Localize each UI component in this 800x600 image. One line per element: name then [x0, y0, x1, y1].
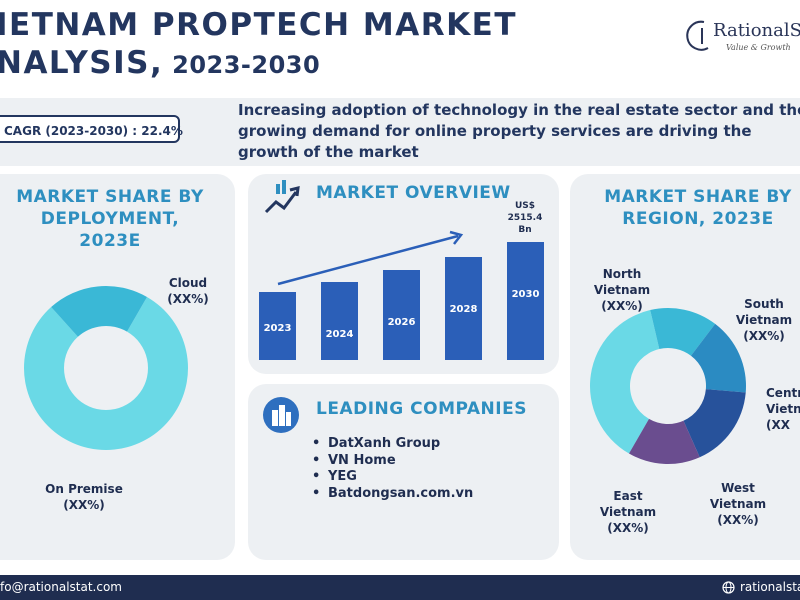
deployment-title: MARKET SHARE BY DEPLOYMENT, 2023E	[12, 186, 208, 252]
company-item: YEG	[308, 469, 473, 486]
region-donut-chart	[590, 308, 746, 464]
central-name-1: Centr	[766, 386, 800, 400]
central-label: Centr Vietna (XX	[766, 385, 800, 433]
region-title: MARKET SHARE BY REGION, 2023E	[596, 186, 800, 230]
bar-label-2028: 2028	[450, 304, 478, 315]
bar-label-2024: 2024	[326, 329, 354, 340]
footer-website-link[interactable]: rationalstat.com	[740, 580, 800, 594]
north-name-1: North	[602, 267, 642, 281]
trend-arrow-head	[449, 230, 464, 245]
south-label: South Vietnam (XX%)	[734, 296, 794, 344]
market-driver-text: Increasing adoption of technology in the…	[238, 101, 800, 161]
overview-title: MARKET OVERVIEW	[316, 183, 511, 203]
cloud-label: Cloud (XX%)	[160, 275, 216, 307]
bar-2023	[259, 292, 296, 360]
title-analysis: NALYSIS,	[0, 45, 164, 81]
west-value: (XX%)	[717, 513, 759, 527]
slice-west-vietnam	[683, 389, 746, 458]
company-item: DatXanh Group	[308, 436, 473, 453]
title-line-1: IETNAM PROPTECH MARKET	[0, 7, 517, 43]
central-name-2: Vietna	[766, 402, 800, 416]
footer-bar	[0, 575, 800, 600]
south-value: (XX%)	[743, 329, 785, 343]
deployment-title-line-1: MARKET SHARE BY	[16, 187, 204, 207]
north-name-2: Vietnam	[593, 283, 651, 297]
east-label: East Vietnam (XX%)	[598, 488, 658, 536]
slice-south-vietnam	[650, 308, 716, 356]
slice-central-vietnam	[690, 323, 746, 393]
east-value: (XX%)	[607, 521, 649, 535]
premise-label: On Premise (XX%)	[36, 481, 132, 513]
north-label: North Vietnam (XX%)	[592, 266, 652, 314]
slice-on-premise	[51, 286, 148, 337]
title-years: 2023-2030	[163, 51, 321, 79]
bar-2024	[321, 282, 358, 360]
companies-title: LEADING COMPANIES	[316, 399, 527, 419]
east-name-1: East	[613, 489, 643, 503]
company-item: VN Home	[308, 453, 473, 470]
east-name-2: Vietnam	[599, 505, 657, 519]
slice-cloud	[24, 296, 189, 450]
premise-value: (XX%)	[63, 498, 105, 512]
buildings-icon	[263, 397, 299, 433]
cloud-value: (XX%)	[167, 292, 209, 306]
bar-label-2030: 2030	[512, 289, 540, 300]
company-item: Batdongsan.com.vn	[308, 486, 473, 503]
cagr-badge: CAGR (2023-2030) : 22.4%	[0, 115, 183, 143]
deployment-donut-chart	[24, 286, 189, 450]
bar-label-2023: 2023	[264, 323, 292, 334]
central-value: (XX	[766, 418, 790, 432]
callout-currency: US$	[514, 201, 536, 211]
region-title-line-2: REGION, 2023E	[622, 209, 774, 229]
callout-unit: Bn	[518, 225, 532, 235]
globe-icon	[722, 581, 735, 594]
west-label: West Vietnam (XX%)	[708, 480, 768, 528]
cloud-name: Cloud	[168, 276, 208, 290]
callout-value: 2515.4	[507, 213, 543, 223]
west-name-1: West	[721, 481, 755, 495]
title-line-2: NALYSIS, 2023-2030	[0, 44, 517, 84]
market-overview-bar-chart: 2023 2024 2026 2028 2030	[259, 230, 544, 360]
market-overview-icon	[264, 180, 300, 214]
region-title-line-1: MARKET SHARE BY	[604, 187, 792, 207]
south-name-1: South	[744, 297, 784, 311]
slice-north-vietnam	[590, 310, 660, 454]
west-name-2: Vietnam	[709, 497, 767, 511]
bar-label-2026: 2026	[388, 317, 416, 328]
logo-tagline: Value & Growth	[726, 43, 791, 52]
companies-list: DatXanh Group VN Home YEG Batdongsan.com…	[308, 436, 473, 502]
logo-mark-icon	[686, 20, 709, 51]
footer-email-link[interactable]: fo@rationalstat.com	[0, 580, 122, 594]
north-value: (XX%)	[601, 299, 643, 313]
bar-2030	[507, 242, 544, 360]
deployment-title-line-2: DEPLOYMENT, 2023E	[40, 209, 180, 251]
slice-east-vietnam	[629, 418, 700, 464]
south-name-2: Vietnam	[735, 313, 793, 327]
logo-name: RationalS	[713, 20, 800, 41]
bar-2026	[383, 270, 420, 360]
trend-arrow-line	[277, 234, 459, 286]
page-title: IETNAM PROPTECH MARKET NALYSIS, 2023-203…	[0, 6, 517, 84]
bar-2028	[445, 257, 482, 360]
premise-name: On Premise	[45, 482, 123, 496]
overview-callout: US$ 2515.4 Bn	[503, 200, 547, 236]
